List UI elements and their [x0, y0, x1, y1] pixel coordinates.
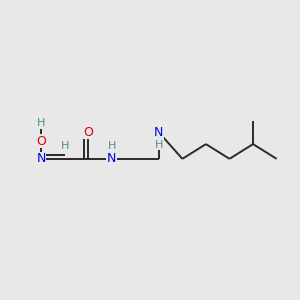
Text: H: H [154, 140, 163, 150]
Text: O: O [36, 135, 46, 148]
Text: H: H [37, 118, 45, 128]
Text: H: H [60, 142, 69, 152]
Text: H: H [107, 142, 116, 152]
Text: N: N [154, 126, 164, 139]
Text: O: O [83, 126, 93, 139]
Text: N: N [36, 152, 46, 165]
Text: N: N [107, 152, 116, 165]
